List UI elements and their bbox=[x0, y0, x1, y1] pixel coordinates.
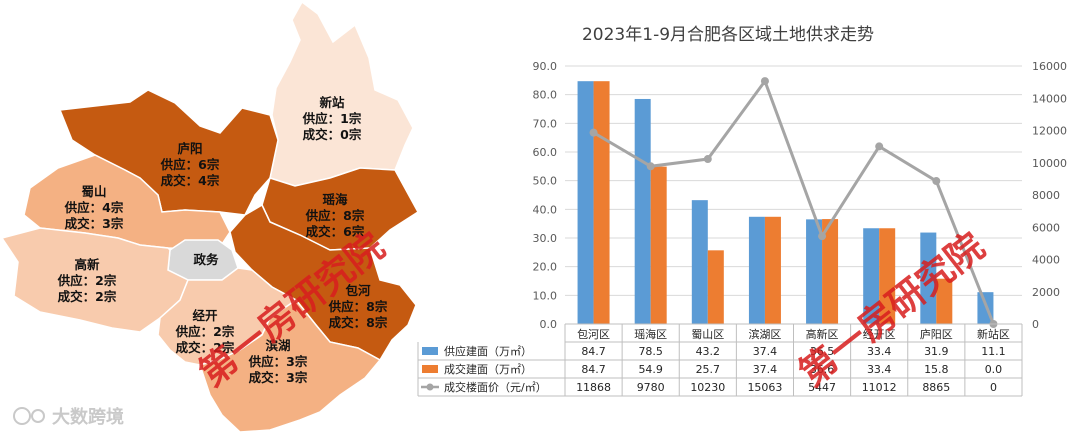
left-tick-label: 10.0 bbox=[533, 289, 558, 302]
table-value: 11.1 bbox=[981, 345, 1006, 358]
legend-marker bbox=[427, 384, 434, 391]
category-label: 庐阳区 bbox=[920, 327, 953, 341]
deal-bar bbox=[708, 250, 724, 324]
table-value: 31.9 bbox=[924, 345, 949, 358]
price-point bbox=[761, 77, 769, 85]
legend-label: 供应建面（万㎡） bbox=[444, 344, 532, 358]
district-deal: 成交：4宗 bbox=[161, 173, 220, 188]
price-point bbox=[875, 142, 883, 150]
right-tick-label: 2000 bbox=[1032, 286, 1060, 299]
right-axis-ticks: 0 2000 4000 6000 8000 10000 12000 14000 16000 bbox=[1032, 60, 1067, 331]
right-tick-label: 12000 bbox=[1032, 125, 1067, 138]
table-value: 84.7 bbox=[581, 345, 606, 358]
price-point bbox=[704, 155, 712, 163]
chart-title: 2023年1-9月合肥各区域土地供求走势 bbox=[582, 25, 874, 45]
supply-bar bbox=[692, 200, 708, 324]
left-tick-label: 70.0 bbox=[533, 117, 558, 130]
left-axis-ticks: 0.0 10.0 20.0 30.0 40.0 50.0 60.0 70.0 80.0 90.0 bbox=[533, 60, 558, 331]
left-tick-label: 50.0 bbox=[533, 175, 558, 188]
table-value: 11012 bbox=[862, 381, 897, 394]
category-label: 包河区 bbox=[577, 328, 610, 341]
category-label: 瑶海区 bbox=[634, 327, 667, 341]
deal-bar bbox=[651, 167, 667, 324]
right-tick-label: 16000 bbox=[1032, 60, 1067, 73]
district-supply: 供应：6宗 bbox=[160, 157, 220, 172]
district-xinzhan[interactable] bbox=[270, 2, 413, 186]
left-tick-label: 0.0 bbox=[540, 318, 558, 331]
supply-bar bbox=[749, 217, 765, 324]
district-name: 经开 bbox=[192, 308, 218, 323]
table-value: 84.7 bbox=[581, 363, 606, 376]
category-label: 蜀山区 bbox=[691, 328, 724, 341]
district-deal: 成交：2宗 bbox=[58, 289, 117, 304]
table-value: 33.4 bbox=[867, 363, 892, 376]
deal-bar bbox=[765, 217, 781, 324]
table-value: 15063 bbox=[747, 381, 782, 394]
district-name: 瑶海 bbox=[322, 192, 348, 207]
right-tick-label: 6000 bbox=[1032, 221, 1060, 234]
right-tick-label: 0 bbox=[1032, 318, 1039, 331]
price-point bbox=[590, 129, 598, 137]
left-tick-label: 60.0 bbox=[533, 146, 558, 159]
district-name: 高新 bbox=[74, 257, 100, 272]
district-supply: 供应：1宗 bbox=[302, 111, 362, 126]
table-value: 10230 bbox=[690, 381, 725, 394]
district-supply: 供应：2宗 bbox=[57, 273, 117, 288]
table-value: 0.0 bbox=[985, 363, 1003, 376]
district-deal: 成交：3宗 bbox=[249, 370, 308, 385]
table-value: 11868 bbox=[576, 381, 611, 394]
table-value: 78.5 bbox=[638, 345, 663, 358]
table-value: 8865 bbox=[922, 381, 950, 394]
district-deal: 成交：8宗 bbox=[329, 315, 388, 330]
table-value: 15.8 bbox=[924, 363, 949, 376]
legend-label: 成交建面（万㎡） bbox=[444, 362, 532, 376]
left-tick-label: 20.0 bbox=[533, 261, 558, 274]
price-point bbox=[932, 177, 940, 185]
legend-label: 成交楼面价（元/㎡） bbox=[444, 380, 547, 394]
legend-swatch bbox=[422, 365, 438, 373]
district-name-zhengwu: 政务 bbox=[193, 252, 219, 267]
district-name: 蜀山 bbox=[81, 184, 106, 199]
district-name: 新站 bbox=[319, 95, 345, 110]
district-name: 庐阳 bbox=[177, 141, 202, 156]
price-point bbox=[818, 232, 826, 240]
logo-icon bbox=[14, 408, 30, 424]
district-supply: 供应：4宗 bbox=[64, 200, 124, 215]
category-label: 滨湖区 bbox=[748, 327, 781, 341]
table-value: 25.7 bbox=[696, 363, 721, 376]
table-value: 43.2 bbox=[696, 345, 721, 358]
right-tick-label: 8000 bbox=[1032, 189, 1060, 202]
legend-swatch bbox=[422, 347, 438, 355]
supply-bar bbox=[578, 81, 594, 324]
brand-logo: 大数跨境 bbox=[14, 406, 124, 428]
category-label: 新站区 bbox=[977, 327, 1010, 341]
right-tick-label: 10000 bbox=[1032, 157, 1067, 170]
right-tick-label: 14000 bbox=[1032, 92, 1067, 105]
left-tick-label: 90.0 bbox=[533, 60, 558, 73]
table-value: 9780 bbox=[637, 381, 665, 394]
right-tick-label: 4000 bbox=[1032, 254, 1060, 267]
left-tick-label: 30.0 bbox=[533, 232, 558, 245]
table-value: 37.4 bbox=[753, 345, 778, 358]
district-deal: 成交：3宗 bbox=[65, 216, 124, 231]
district-supply: 供应：8宗 bbox=[305, 208, 365, 223]
table-value: 37.4 bbox=[753, 363, 778, 376]
logo-text: 大数跨境 bbox=[52, 406, 124, 428]
left-tick-label: 40.0 bbox=[533, 203, 558, 216]
deal-bar bbox=[594, 81, 610, 324]
district-deal: 成交：0宗 bbox=[303, 127, 362, 142]
left-tick-label: 80.0 bbox=[533, 89, 558, 102]
table-value: 54.9 bbox=[638, 363, 663, 376]
supply-bar bbox=[635, 99, 651, 324]
table-value: 0 bbox=[990, 381, 997, 394]
price-point bbox=[647, 162, 655, 170]
